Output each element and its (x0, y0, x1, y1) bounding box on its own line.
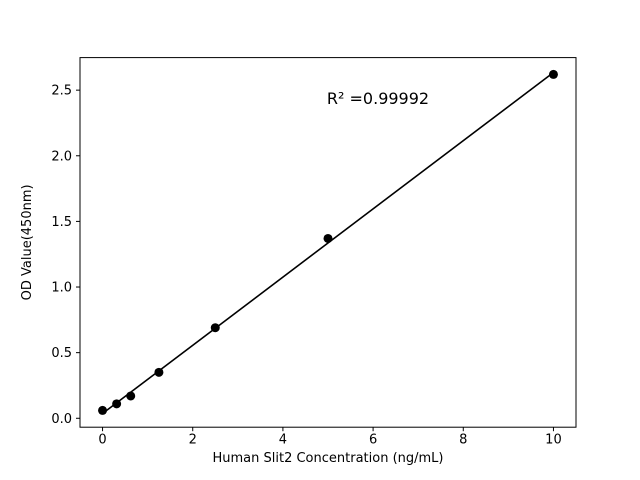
y-tick-label: 1.5 (51, 215, 72, 230)
data-point (548, 69, 558, 79)
x-tick-label: 2 (189, 433, 197, 448)
data-point (112, 399, 122, 409)
plot-area: 0 2 4 6 8 10 0.0 0.5 1.0 1.5 2.0 2.5 (51, 57, 577, 448)
y-tick-label: 2.0 (51, 149, 72, 164)
fit-line (102, 71, 554, 415)
y-axis-label: OD Value(450nm) (20, 184, 35, 300)
y-tick-label: 0.5 (51, 346, 72, 361)
data-point (98, 405, 108, 415)
x-tick-label: 10 (545, 433, 562, 448)
data-point (126, 391, 136, 401)
x-axis-label: Human Slit2 Concentration (ng/mL) (212, 451, 443, 466)
x-tick-label: 4 (279, 433, 287, 448)
y-tick-label: 0.0 (51, 412, 72, 427)
data-point (210, 323, 220, 333)
x-tick-label: 0 (98, 433, 106, 448)
x-tick-label: 8 (459, 433, 467, 448)
y-tick-label: 1.0 (51, 281, 72, 296)
data-point (323, 233, 333, 243)
r-squared-annotation: R² =0.99992 (327, 89, 429, 108)
data-point (154, 367, 164, 377)
x-tick-label: 6 (369, 433, 377, 448)
y-tick-label: 2.5 (51, 84, 72, 99)
